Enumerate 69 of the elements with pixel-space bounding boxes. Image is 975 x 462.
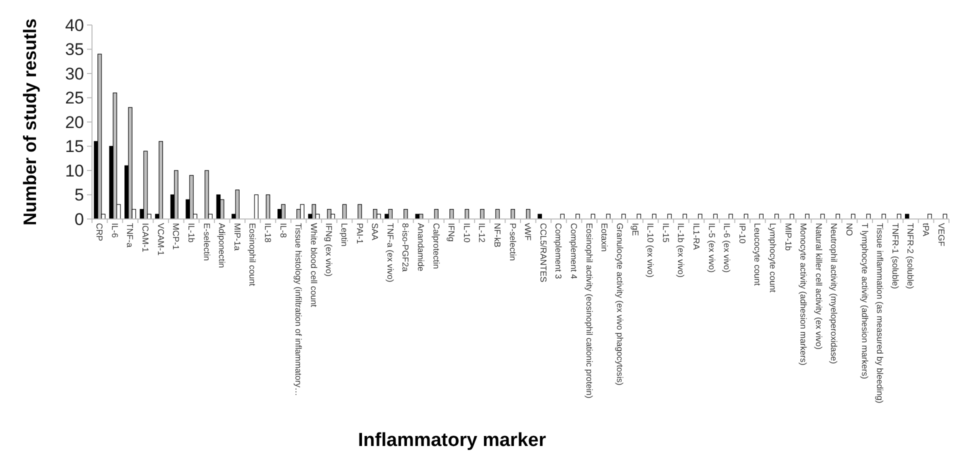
x-tick-label: Leucocyte count bbox=[752, 223, 763, 286]
x-tick-label: Granulocyte activity (ex vivo phagocytosis) bbox=[614, 223, 625, 386]
x-tick-label: IL-5 (ex vivo) bbox=[706, 223, 717, 273]
x-tick-label: TNF-a bbox=[125, 223, 136, 248]
x-tick-label: TNFR-2 (soluble) bbox=[906, 223, 916, 290]
y-tick-label: 30 bbox=[65, 64, 84, 84]
x-tick-label: Lymphocyte count bbox=[768, 223, 778, 294]
x-tick-label: Natural killer cell activity (ex vivo) bbox=[814, 223, 824, 350]
x-tick-label: PAI-1 bbox=[354, 223, 365, 244]
x-tick-label: IL-10 bbox=[462, 223, 472, 243]
y-tick-label: 40 bbox=[65, 16, 84, 35]
y-tick-label: 10 bbox=[65, 161, 84, 180]
x-tick-label: Complement 4 bbox=[569, 223, 580, 280]
y-tick-label: 35 bbox=[65, 40, 84, 60]
x-tick-label: T lymphocyte activity (adhesion markers) bbox=[860, 223, 870, 380]
x-tick-label: Complement 3 bbox=[554, 223, 564, 280]
x-tick-label: Eosinophil count bbox=[248, 223, 258, 287]
y-tick-label: 25 bbox=[65, 88, 84, 108]
x-tick-label: Neutrophil activity (myeloperoxidase) bbox=[829, 223, 840, 364]
x-tick-label: IFNg (ex vivo) bbox=[324, 223, 334, 277]
x-tick-label: Adiponectin bbox=[217, 223, 228, 268]
bar bbox=[254, 194, 258, 220]
y-axis-title: Number of study resutls bbox=[20, 18, 40, 226]
x-tick-label: NO bbox=[844, 223, 855, 236]
x-tick-label: NF-kB bbox=[492, 223, 503, 248]
x-tick-label: TNF-a (ex vivo) bbox=[385, 223, 396, 282]
x-tick-label: MIP-1a bbox=[232, 223, 242, 251]
x-tick-label: IL-18 bbox=[262, 223, 273, 243]
x-tick-label: Eosinophil activity (eosinophil cationic protein) bbox=[584, 223, 594, 398]
x-tick-label: TNFR-1 (soluble) bbox=[890, 223, 900, 290]
x-tick-label: IL-1b bbox=[186, 223, 196, 243]
x-tick-label: Tissue histology (infiltration of inflammatory… bbox=[294, 223, 304, 396]
x-tick-label: Leptin bbox=[340, 223, 350, 247]
x-tick-label: E-selectin bbox=[202, 223, 212, 261]
x-tick-label: MIP-1b bbox=[783, 223, 794, 251]
x-tick-label: IL-6 bbox=[110, 223, 120, 238]
x-tick-label: CCL5/RANTES bbox=[538, 223, 548, 282]
x-tick-label: P-selectin bbox=[508, 223, 518, 261]
x-tick-label: IL-10 (ex vivo) bbox=[646, 223, 656, 278]
x-tick-label: ICAM-1 bbox=[140, 223, 151, 252]
x-tick-label: IP-10 bbox=[737, 223, 748, 244]
y-tick-label: 5 bbox=[74, 186, 84, 205]
y-tick-label: 20 bbox=[65, 112, 84, 132]
x-tick-label: SAA bbox=[370, 223, 380, 240]
y-tick-label: 0 bbox=[74, 210, 84, 229]
x-tick-label: IFNg bbox=[446, 223, 457, 242]
x-tick-label: vWF bbox=[523, 223, 534, 241]
x-tick-label: IL-1b (ex vivo) bbox=[676, 223, 686, 278]
x-tick-label: IL-8 bbox=[278, 223, 288, 238]
y-tick-label: 15 bbox=[65, 137, 84, 156]
x-tick-label: IL-12 bbox=[477, 223, 488, 243]
bar bbox=[300, 204, 304, 220]
x-tick-label: tPA bbox=[921, 223, 932, 236]
x-tick-label: IL-15 bbox=[660, 223, 671, 243]
x-tick-label: CRP bbox=[94, 223, 105, 242]
x-tick-label: White blood cell count bbox=[308, 223, 319, 308]
x-tick-label: Anandamide bbox=[416, 223, 426, 272]
x-tick-label: Monocyte activity (adhesion markers) bbox=[798, 223, 809, 366]
x-axis-title: Inflammatory marker bbox=[358, 430, 547, 451]
x-tick-label: Eotaxin bbox=[600, 223, 610, 252]
x-tick-label: IL1-RA bbox=[691, 223, 702, 250]
x-tick-label: IgE bbox=[630, 223, 640, 236]
x-tick-label: VCAM-1 bbox=[156, 223, 166, 256]
x-tick-label: VEGF bbox=[936, 223, 946, 246]
x-tick-label: 8-iso-PGF2a bbox=[400, 223, 411, 272]
x-tick-label: Tissue inflammation (as measured by bleeding) bbox=[875, 223, 886, 404]
x-tick-label: IL-6 (ex vivo) bbox=[722, 223, 732, 273]
x-tick-label: MCP-1 bbox=[171, 223, 182, 250]
x-tick-label: Calprotectin bbox=[431, 223, 442, 270]
